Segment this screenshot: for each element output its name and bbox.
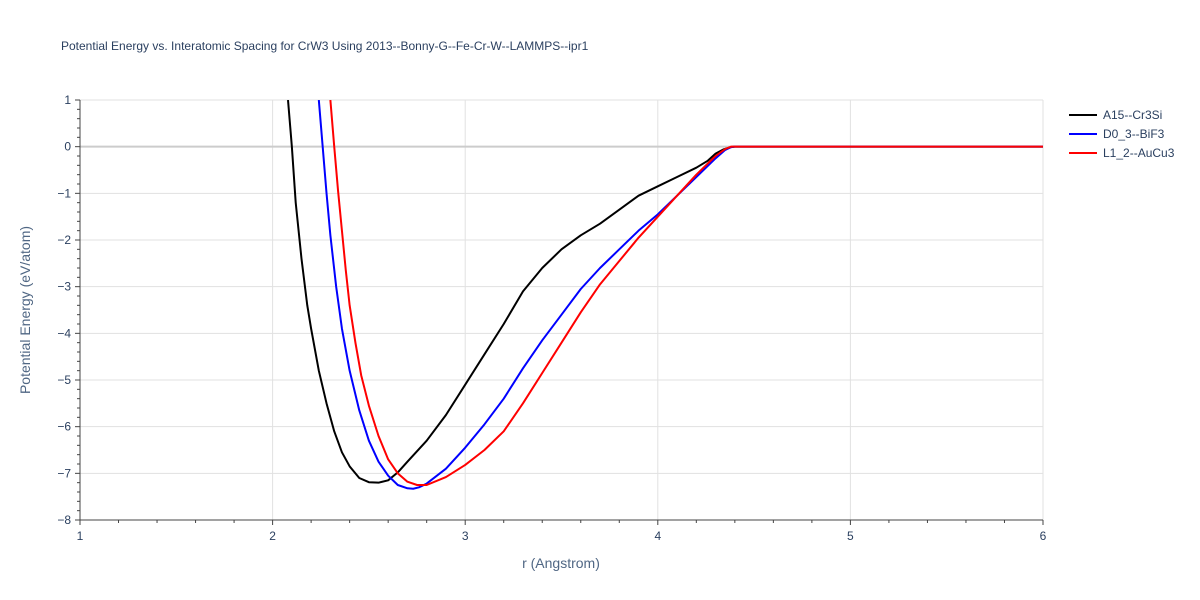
y-tick-label: 0 (64, 140, 71, 154)
y-tick-label: −8 (57, 513, 71, 527)
y-tick-label: −5 (57, 373, 71, 387)
y-tick-label: −7 (57, 466, 71, 480)
grid-lines (80, 99, 1044, 521)
y-tick-label: −3 (57, 280, 71, 294)
axes (75, 99, 1044, 525)
x-tick-label: 6 (1040, 529, 1047, 543)
chart-title: Potential Energy vs. Interatomic Spacing… (61, 39, 589, 53)
series-line-a15-cr3si (287, 100, 1043, 484)
legend: A15--Cr3Si D0_3--BiF3 L1_2--AuCu3 (1069, 108, 1175, 160)
x-tick-label: 2 (269, 529, 276, 543)
x-tick-label: 1 (77, 529, 84, 543)
y-tick-label: −2 (57, 233, 71, 247)
series-line-l1-2-aucu3 (329, 100, 1043, 486)
y-tick-label: −6 (57, 420, 71, 434)
plot-area (287, 100, 1043, 490)
series-line-d0-3-bif3 (317, 100, 1043, 490)
y-axis-title: Potential Energy (eV/atom) (17, 226, 33, 394)
legend-label: A15--Cr3Si (1103, 108, 1162, 122)
y-tick-label: −4 (57, 326, 71, 340)
y-tick-label: −1 (57, 186, 71, 200)
legend-label: L1_2--AuCu3 (1103, 146, 1175, 160)
x-tick-label: 5 (847, 529, 854, 543)
legend-label: D0_3--BiF3 (1103, 127, 1165, 141)
x-tick-label: 3 (462, 529, 469, 543)
y-tick-label: 1 (64, 93, 71, 107)
tick-labels: 1 2 3 4 5 6 1 0 −1 −2 −3 −4 −5 −6 −7 −8 (57, 93, 1046, 543)
x-axis-title: r (Angstrom) (522, 555, 600, 571)
x-tick-label: 4 (654, 529, 661, 543)
